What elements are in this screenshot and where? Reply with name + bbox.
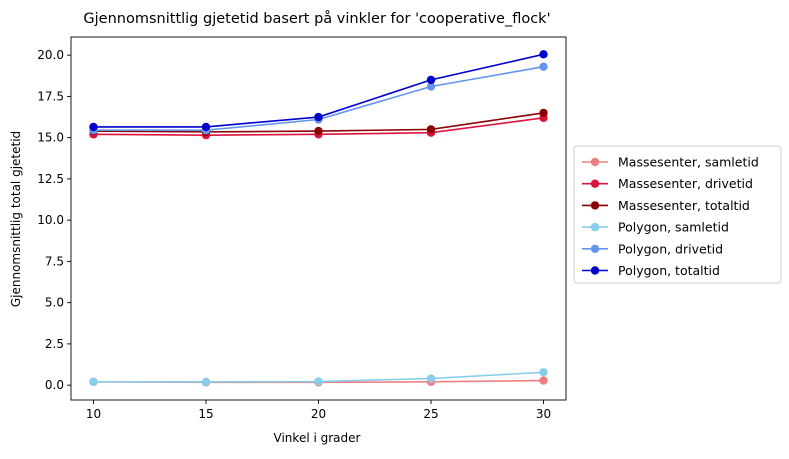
legend-label: Polygon, drivetid: [618, 241, 723, 256]
legend-marker: [590, 244, 600, 253]
legend-marker: [590, 201, 600, 210]
data-point: [539, 376, 548, 385]
data-point: [426, 82, 436, 91]
x-tick-label: 30: [536, 407, 551, 421]
legend-marker: [590, 157, 600, 167]
data-point: [426, 75, 436, 85]
data-point: [539, 50, 548, 59]
y-tick-label: 10.0: [37, 213, 64, 227]
data-point: [314, 126, 323, 136]
legend-label: Massesenter, samletid: [618, 155, 759, 170]
x-tick-label: 10: [86, 407, 101, 421]
data-point: [89, 377, 98, 387]
x-tick-label: 15: [198, 407, 213, 421]
legend-label: Massesenter, totaltid: [618, 198, 750, 213]
x-tick-label: 25: [423, 407, 438, 421]
data-point: [539, 368, 548, 377]
legend-label: Polygon, totaltid: [618, 263, 720, 278]
series-2: [89, 108, 548, 137]
plot-frame: [70, 36, 567, 401]
y-tick-label: 15.0: [37, 131, 64, 145]
data-point: [539, 108, 548, 118]
series-5: [89, 50, 548, 132]
data-point: [539, 62, 548, 71]
data-point: [201, 377, 211, 387]
y-tick-label: 20.0: [37, 48, 64, 62]
y-tick-label: 17.5: [37, 89, 64, 103]
series-4: [89, 62, 548, 135]
y-axis-label: Gjennomsnittlig total gjetetid: [9, 131, 23, 307]
y-tick-label: 12.5: [37, 172, 64, 186]
x-axis-label: Vinkel i grader: [274, 431, 361, 445]
y-tick-label: 7.5: [45, 254, 64, 268]
data-point: [426, 374, 436, 383]
legend: Massesenter, samletid Massesenter, drivet…: [573, 145, 782, 284]
legend-box: [573, 145, 782, 284]
y-tick-label: 0.0: [45, 378, 64, 392]
data-point: [314, 112, 323, 122]
data-point: [314, 377, 323, 386]
legend-label: Polygon, samletid: [618, 220, 729, 235]
legend-label: Massesenter, drivetid: [618, 176, 753, 191]
data-point: [426, 125, 436, 134]
y-tick-label: 5.0: [45, 296, 64, 310]
legend-marker: [590, 179, 600, 188]
series-3: [89, 368, 548, 387]
chart-title: Gjennomsnittlig gjetetid basert på vinkl…: [83, 10, 550, 27]
legend-marker: [590, 222, 600, 232]
plot-area: 10 15 20 25 30 0.0 2.5 5.0 7.5 10.0 12.5 15.0 17.5 20…: [37, 36, 567, 421]
data-point: [201, 122, 211, 132]
legend-marker: [590, 266, 600, 275]
x-tick-label: 20: [311, 407, 326, 421]
data-point: [89, 122, 98, 132]
y-tick-label: 2.5: [45, 337, 64, 351]
